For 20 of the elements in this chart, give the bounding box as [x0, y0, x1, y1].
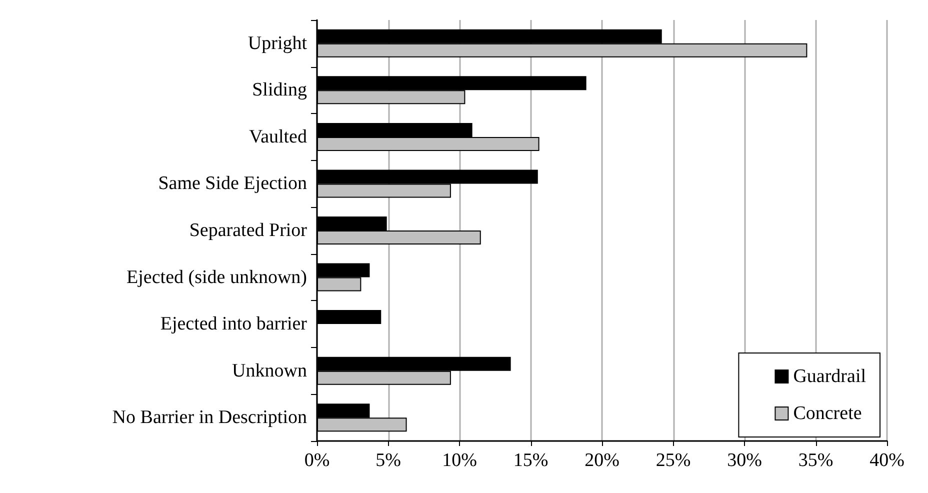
- x-tick-label: 35%: [798, 450, 834, 471]
- x-tick-label: 25%: [656, 450, 691, 471]
- y-tick-label: Sliding: [252, 80, 308, 101]
- y-tick-label: No Barrier in Description: [112, 407, 308, 428]
- y-tick-label: Ejected into barrier: [160, 314, 308, 335]
- y-tick-label: Separated Prior: [189, 220, 308, 241]
- x-tick-label: 0%: [304, 450, 330, 471]
- x-tick-label: 30%: [727, 450, 762, 471]
- x-tick-label: 15%: [513, 450, 548, 471]
- x-tick-label: 5%: [376, 450, 402, 471]
- x-tick-label: 40%: [870, 450, 905, 471]
- y-tick-label: Unknown: [232, 360, 308, 382]
- y-tick-label: Vaulted: [248, 126, 308, 148]
- x-tick-label: 20%: [584, 450, 620, 471]
- x-tick-label: 10%: [442, 450, 478, 471]
- y-tick-label: Upright: [248, 32, 308, 54]
- y-tick-label: Same Side Ejection: [158, 173, 308, 194]
- y-tick-label: Ejected (side unknown): [126, 266, 307, 288]
- legend-label: Guardrail: [793, 366, 866, 387]
- legend-label: Concrete: [793, 403, 862, 424]
